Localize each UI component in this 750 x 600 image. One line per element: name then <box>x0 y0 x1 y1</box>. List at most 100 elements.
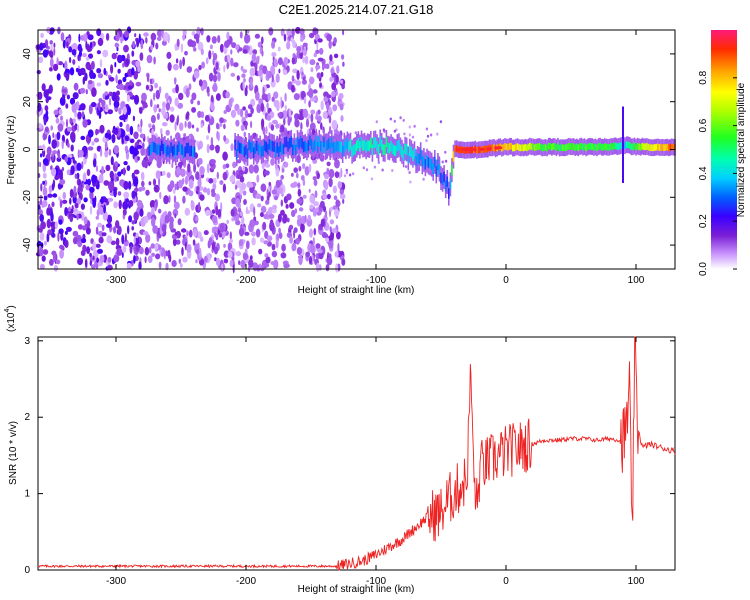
spectrogram-cell <box>156 29 163 38</box>
spectrogram-cell <box>127 180 132 190</box>
spectrogram-track-core <box>614 142 617 150</box>
spectrogram-cell <box>97 73 104 79</box>
spectrogram-cell <box>145 233 151 243</box>
spectrogram-cell <box>123 180 129 190</box>
spectrogram-cell <box>149 200 156 209</box>
spectrogram-cell <box>288 224 294 230</box>
spectrogram-cell <box>85 61 91 70</box>
spectrogram-cell <box>139 107 143 114</box>
spectrogram-track-core <box>593 144 595 151</box>
spectrogram-cell <box>129 138 135 144</box>
spectrogram-cell <box>155 199 158 208</box>
spectrogram-cell <box>59 178 66 185</box>
spectrogram-cell <box>174 213 177 219</box>
spectrogram-cell <box>180 228 187 233</box>
spectrogram-track-core <box>415 156 417 167</box>
spectrogram-cell <box>284 161 289 168</box>
spectrogram-cell <box>249 67 256 77</box>
spectrogram-cell <box>41 200 48 208</box>
spectrogram-track-core <box>398 140 400 151</box>
spectrogram-track-core <box>530 143 533 151</box>
spectrogram-cell <box>302 42 308 47</box>
spectrogram-cell <box>225 163 230 169</box>
spectrogram-track-core <box>661 144 664 151</box>
spectrogram-cell <box>46 218 51 229</box>
spectrogram-cell <box>43 89 49 99</box>
spectrogram-track-core <box>444 180 447 192</box>
spectrogram-cell <box>229 175 233 182</box>
spectrogram-cell <box>73 185 77 194</box>
spectrogram-track-core <box>184 146 186 157</box>
spectrogram-cell <box>140 171 145 181</box>
spectrogram-track-core <box>569 143 572 150</box>
spectrogram-cell <box>305 251 311 258</box>
spectrogram-track-core <box>161 140 163 151</box>
spectrogram-track-core <box>384 144 386 156</box>
spectrogram-cell <box>223 135 227 142</box>
spectrogram-track-core <box>259 142 261 153</box>
spectrogram-cell <box>250 183 254 188</box>
spectrogram-cell <box>229 231 232 241</box>
spectrogram-track-core <box>554 143 556 150</box>
spectrogram-track-core <box>348 141 350 152</box>
spectrogram-cell <box>209 144 215 151</box>
spectrogram-cell <box>123 30 129 38</box>
spectrogram-track-core <box>373 137 375 149</box>
spectrogram-track-core <box>552 143 555 150</box>
spectrogram-cell <box>250 60 254 67</box>
spectrogram-cell <box>248 259 254 268</box>
spectrogram-cell <box>211 209 216 214</box>
spectrogram-cell <box>195 171 200 181</box>
spectrogram-cell <box>206 135 209 140</box>
spectrogram-cell <box>413 124 416 128</box>
spectrogram-cell <box>313 201 319 207</box>
spectrogram-cell <box>77 54 80 61</box>
spectrogram-cell <box>341 83 345 90</box>
spectrogram-track-core <box>666 143 668 151</box>
spectrogram-track-core <box>625 141 628 149</box>
spectrogram-track-core <box>243 146 246 158</box>
spectrogram-x-tick-label: -200 <box>236 275 256 286</box>
spectrogram-cell <box>256 103 262 114</box>
spectrogram-cell <box>211 188 215 194</box>
spectrogram-cell <box>61 94 66 100</box>
spectrogram-track-core <box>271 140 274 152</box>
spectrogram-cell <box>256 56 260 65</box>
spectrogram-track-core <box>443 171 445 183</box>
spectrogram-cell <box>71 49 77 56</box>
spectrogram-cell <box>138 246 144 255</box>
spectrogram-cell <box>275 179 281 189</box>
spectrogram-cell <box>199 194 205 201</box>
spectrogram-cell <box>309 228 313 238</box>
spectrogram-cell <box>293 229 296 239</box>
spectrogram-cell <box>216 130 219 140</box>
spectrogram-track-core <box>346 138 349 149</box>
spectrogram-cell <box>106 235 113 244</box>
spectrogram-cell <box>103 197 108 203</box>
spectrogram-cell <box>110 176 115 183</box>
spectrogram-track-core <box>154 143 157 154</box>
spectrogram-track-core <box>512 144 514 152</box>
spectrogram-cell <box>40 183 43 192</box>
spectrogram-cell <box>139 133 145 139</box>
spectrogram-cell <box>150 32 157 41</box>
spectrogram-track-core <box>156 144 158 156</box>
spectrogram-cell <box>42 249 49 255</box>
spectrogram-track-core <box>515 143 517 151</box>
spectrogram-cell <box>272 119 278 125</box>
spectrogram-track-core <box>234 139 236 151</box>
spectrogram-cell <box>231 42 237 49</box>
spectrogram-cell <box>143 215 149 224</box>
spectrogram-cell <box>80 211 85 221</box>
spectrogram-cell <box>302 178 306 186</box>
spectrogram-cell <box>196 127 199 132</box>
colorbar-gradient <box>711 30 737 269</box>
spectrogram-cell <box>326 94 332 99</box>
spectrogram-cell <box>67 142 70 148</box>
spectrogram-cell <box>180 43 184 53</box>
spectrogram-cell <box>294 119 300 128</box>
spectrogram-cell <box>115 237 120 247</box>
spectrogram-track-core <box>248 139 250 151</box>
spectrogram-y-tick-label: -40 <box>22 237 33 252</box>
spectrogram-cell <box>180 168 186 177</box>
